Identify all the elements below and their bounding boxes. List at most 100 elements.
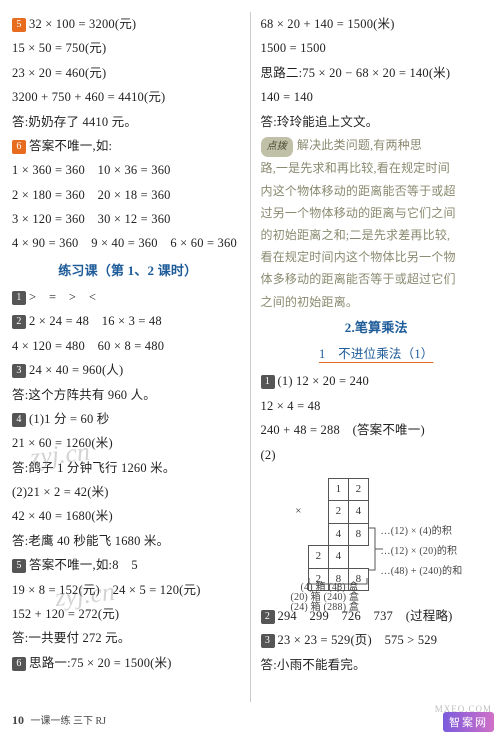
anno-a3: …(48) + (240)的和 bbox=[381, 562, 463, 582]
p4-h1-text: (1)1 分 = 60 秒 bbox=[29, 412, 109, 426]
mgrid-table: 12 ×24 48 24 288 bbox=[289, 478, 370, 591]
c21 bbox=[309, 523, 329, 545]
tip-t4: 过另一个物体移动的距离与它们之间 bbox=[261, 202, 493, 224]
q6-l2b: 20 × 18 = 360 bbox=[98, 188, 171, 202]
q6-l3b: 30 × 12 = 360 bbox=[98, 212, 171, 226]
q5-l2: 15 × 50 = 750(元) bbox=[12, 36, 244, 60]
p4-l1: 21 × 60 = 1260(米) bbox=[12, 431, 244, 455]
tip-block: 点拨解决此类问题,有两种思 路,一是先求和再比较,看在规定时间 内这个物体移动的… bbox=[261, 134, 493, 313]
s2-number: 2 bbox=[261, 610, 275, 624]
two-column-layout: 532 × 100 = 3200(元) 15 × 50 = 750(元) 23 … bbox=[12, 12, 492, 702]
q6-l4a: 4 × 90 = 360 bbox=[12, 236, 79, 250]
section2-sub: 1 不进位乘法（1） bbox=[261, 342, 493, 366]
p5-head-text: 答案不唯一,如:8 5 bbox=[29, 558, 138, 572]
s1-number: 1 bbox=[261, 375, 275, 389]
q6-head: 6答案不唯一,如: bbox=[12, 134, 244, 158]
q6-number: 6 bbox=[12, 140, 26, 154]
c01 bbox=[309, 478, 329, 500]
footer-label: 一课一练 三下 RJ bbox=[31, 716, 107, 727]
p4-number: 4 bbox=[12, 413, 26, 427]
left-column: 532 × 100 = 3200(元) 15 × 50 = 750(元) 23 … bbox=[12, 12, 251, 702]
p2-l1b: 16 × 3 = 48 bbox=[102, 314, 162, 328]
q6-row3: 3 × 120 = 360 30 × 12 = 360 bbox=[12, 207, 244, 231]
p6c-l3: 思路二:75 × 20 − 68 × 20 = 140(米) bbox=[261, 61, 493, 85]
p2-row2: 4 × 120 = 480 60 × 8 = 480 bbox=[12, 334, 244, 358]
q6-row2: 2 × 180 = 360 20 × 18 = 360 bbox=[12, 183, 244, 207]
c23: 8 bbox=[349, 523, 369, 545]
section2-title: 2.笔算乘法 bbox=[261, 315, 493, 340]
p3-number: 3 bbox=[12, 364, 26, 378]
s1-l3: 240 + 48 = 288 (答案不唯一) bbox=[261, 418, 493, 442]
c20 bbox=[289, 523, 309, 545]
q6-row4: 4 × 90 = 360 9 × 40 = 360 6 × 60 = 360 bbox=[12, 231, 244, 255]
q6-l2a: 2 × 180 = 360 bbox=[12, 188, 85, 202]
tip-badge: 点拨 bbox=[261, 137, 293, 158]
p5-l2: 152 + 120 = 272(元) bbox=[12, 602, 244, 626]
p1-line: 1> = > < bbox=[12, 285, 244, 309]
tip-t7: 体多移动的距离能否等于或超过它们 bbox=[261, 268, 493, 290]
p6c-l2: 1500 = 1500 bbox=[261, 36, 493, 60]
q5-l3: 23 × 20 = 460(元) bbox=[12, 61, 244, 85]
p6c-l4: 140 = 140 bbox=[261, 85, 493, 109]
p4-h1: 4(1)1 分 = 60 秒 bbox=[12, 407, 244, 431]
anno-a1: …(12) × (4)的积 bbox=[381, 522, 453, 542]
s3-l1: 323 × 23 = 529(页) 575 > 529 bbox=[261, 628, 493, 652]
p1-text: > = > < bbox=[29, 290, 96, 304]
page-root: 532 × 100 = 3200(元) 15 × 50 = 750(元) 23 … bbox=[0, 0, 500, 736]
p2-l2b: 60 × 8 = 480 bbox=[98, 339, 165, 353]
p5-row1: 19 × 8 = 152(元) 24 × 5 = 120(元) bbox=[12, 578, 244, 602]
s1-l1-text: (1) 12 × 20 = 240 bbox=[278, 374, 369, 388]
c13: 4 bbox=[349, 501, 369, 523]
c32: 4 bbox=[329, 546, 349, 568]
tip-t1: 解决此类问题,有两种思 bbox=[297, 138, 422, 152]
c11 bbox=[309, 501, 329, 523]
q6-head-text: 答案不唯一,如: bbox=[29, 139, 112, 153]
s1-l4: (2) bbox=[261, 443, 493, 467]
s3-answer: 答:小雨不能看完。 bbox=[261, 653, 493, 677]
q5-l4: 3200 + 750 + 460 = 4410(元) bbox=[12, 85, 244, 109]
c30 bbox=[289, 546, 309, 568]
p6-text: 思路一:75 × 20 = 1500(米) bbox=[29, 656, 172, 670]
q6-l3a: 3 × 120 = 360 bbox=[12, 212, 85, 226]
right-column: 68 × 20 + 140 = 1500(米) 1500 = 1500 思路二:… bbox=[251, 12, 493, 702]
q5-line1: 532 × 100 = 3200(元) bbox=[12, 12, 244, 36]
p2-number: 2 bbox=[12, 315, 26, 329]
p3-answer: 答:这个方阵共有 960 人。 bbox=[12, 383, 244, 407]
p3-l1: 24 × 40 = 960(人) bbox=[29, 363, 123, 377]
p4-a1: 答:鸽子 1 分钟飞行 1260 米。 bbox=[12, 456, 244, 480]
c10: × bbox=[289, 501, 309, 523]
p5-number: 5 bbox=[12, 559, 26, 573]
p5-head: 5答案不唯一,如:8 5 bbox=[12, 553, 244, 577]
q5-number: 5 bbox=[12, 18, 26, 32]
page-number: 10 bbox=[12, 713, 24, 727]
c12: 2 bbox=[329, 501, 349, 523]
p6-line: 6思路一:75 × 20 = 1500(米) bbox=[12, 651, 244, 675]
q5-l1: 32 × 100 = 3200(元) bbox=[29, 17, 136, 31]
p2-row1: 22 × 24 = 48 16 × 3 = 48 bbox=[12, 309, 244, 333]
p4-l2: 42 × 40 = 1680(米) bbox=[12, 504, 244, 528]
p5-l1b: 24 × 5 = 120(元) bbox=[113, 583, 201, 597]
p4-h2: (2)21 × 2 = 42(米) bbox=[12, 480, 244, 504]
c00 bbox=[289, 478, 309, 500]
p1-number: 1 bbox=[12, 291, 26, 305]
p6c-answer: 答:玲玲能追上文文。 bbox=[261, 110, 493, 134]
page-footer: 10 一课一练 三下 RJ bbox=[12, 712, 106, 728]
s3-number: 3 bbox=[261, 634, 275, 648]
s3-l1-text: 23 × 23 = 529(页) 575 > 529 bbox=[278, 633, 438, 647]
tip-line1: 点拨解决此类问题,有两种思 bbox=[261, 134, 493, 158]
anno-a6b: (24) 箱 (288) 盒 bbox=[291, 598, 360, 618]
multiplication-grid: 12 ×24 48 24 288 …(12) × (4)的积 …(12) × (… bbox=[261, 470, 493, 600]
p2-l2a: 4 × 120 = 480 bbox=[12, 339, 85, 353]
q6-l4c: 6 × 60 = 360 bbox=[170, 236, 237, 250]
p4-a2: 答:老鹰 40 秒能飞 1680 米。 bbox=[12, 529, 244, 553]
brand-badge: 智案网 bbox=[443, 712, 494, 732]
tip-t3: 内这个物体移动的距离能否等于或超 bbox=[261, 180, 493, 202]
s1-l2: 12 × 4 = 48 bbox=[261, 394, 493, 418]
p6-number: 6 bbox=[12, 657, 26, 671]
p5-answer: 答:一共要付 272 元。 bbox=[12, 626, 244, 650]
c31: 2 bbox=[309, 546, 329, 568]
q6-row1: 1 × 360 = 360 10 × 36 = 360 bbox=[12, 158, 244, 182]
tip-t8: 之间的初始距离。 bbox=[261, 291, 493, 313]
practice-title: 练习课（第 1、2 课时） bbox=[12, 258, 244, 283]
q6-l1a: 1 × 360 = 360 bbox=[12, 163, 85, 177]
